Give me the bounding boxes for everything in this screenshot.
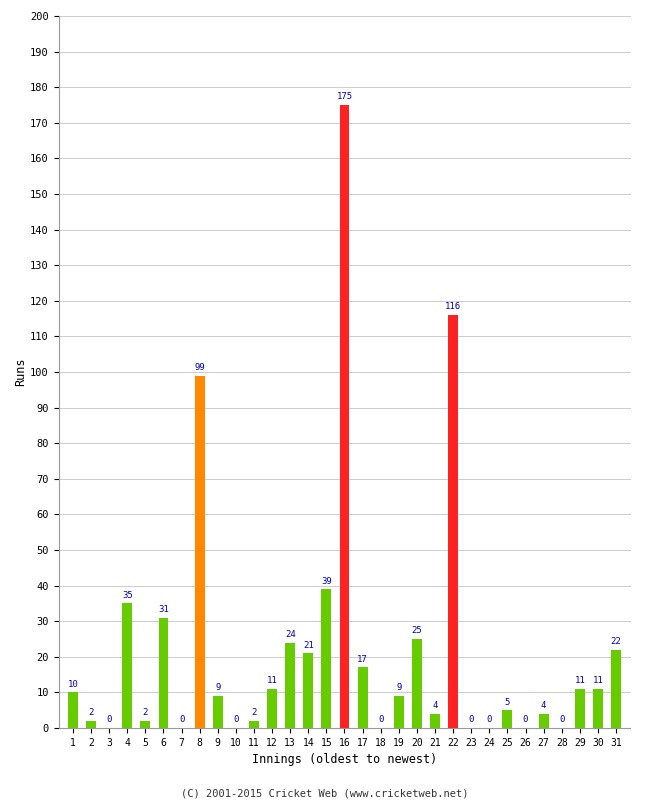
Bar (358, 667, 368, 728)
Text: 35: 35 (122, 591, 133, 600)
Bar (140, 721, 150, 728)
Text: 9: 9 (215, 683, 220, 693)
Text: 4: 4 (432, 701, 437, 710)
Text: 11: 11 (575, 676, 585, 686)
Bar (195, 375, 205, 728)
Bar (249, 721, 259, 728)
Text: 2: 2 (88, 708, 94, 718)
Text: 175: 175 (337, 93, 352, 102)
Text: 11: 11 (593, 676, 603, 686)
Text: 0: 0 (487, 715, 492, 725)
Bar (448, 315, 458, 728)
Text: 0: 0 (233, 715, 239, 725)
Text: 17: 17 (358, 655, 368, 664)
Bar (575, 689, 585, 728)
Bar (502, 710, 512, 728)
Text: 2: 2 (252, 708, 257, 718)
Text: 21: 21 (303, 641, 314, 650)
Bar (68, 693, 78, 728)
Text: 116: 116 (445, 302, 461, 311)
Bar (321, 589, 332, 728)
Text: 31: 31 (158, 605, 169, 614)
Bar (430, 714, 440, 728)
Text: 2: 2 (143, 708, 148, 718)
Bar (339, 105, 350, 728)
Bar (611, 650, 621, 728)
Text: 99: 99 (194, 363, 205, 372)
Text: 0: 0 (469, 715, 474, 725)
Text: 22: 22 (610, 637, 621, 646)
Text: 24: 24 (285, 630, 296, 639)
Text: 11: 11 (266, 676, 278, 686)
Bar (412, 639, 422, 728)
Text: 0: 0 (523, 715, 528, 725)
Text: 25: 25 (411, 626, 422, 635)
X-axis label: Innings (oldest to newest): Innings (oldest to newest) (252, 754, 437, 766)
Bar (159, 618, 168, 728)
Bar (122, 603, 132, 728)
Text: 0: 0 (378, 715, 383, 725)
Text: 39: 39 (321, 577, 332, 586)
Bar (304, 654, 313, 728)
Bar (539, 714, 549, 728)
Text: 9: 9 (396, 683, 402, 693)
Text: (C) 2001-2015 Cricket Web (www.cricketweb.net): (C) 2001-2015 Cricket Web (www.cricketwe… (181, 788, 469, 798)
Y-axis label: Runs: Runs (14, 358, 27, 386)
Text: 0: 0 (179, 715, 185, 725)
Bar (394, 696, 404, 728)
Text: 0: 0 (107, 715, 112, 725)
Text: 5: 5 (504, 698, 510, 706)
Text: 4: 4 (541, 701, 546, 710)
Bar (267, 689, 277, 728)
Text: 0: 0 (559, 715, 564, 725)
Text: 10: 10 (68, 680, 79, 689)
Bar (285, 642, 295, 728)
Bar (593, 689, 603, 728)
Bar (86, 721, 96, 728)
Bar (213, 696, 223, 728)
